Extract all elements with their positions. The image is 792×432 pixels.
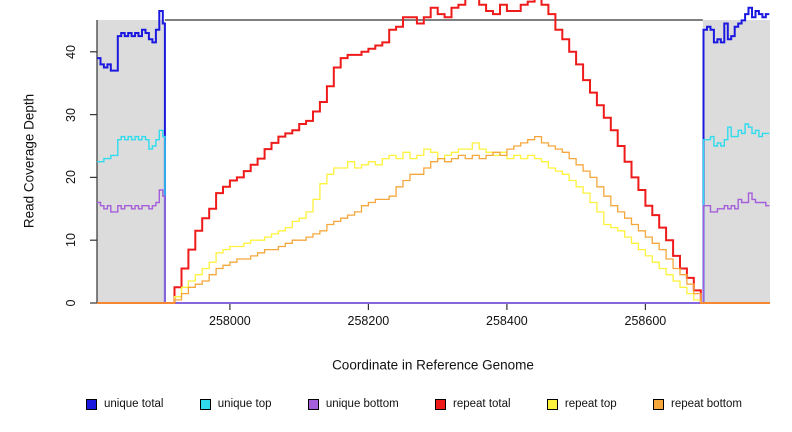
legend-item-unique-top: unique top	[199, 398, 272, 410]
legend-label: unique bottom	[325, 398, 399, 410]
series-line-unique-top	[97, 123, 770, 304]
legend-label: repeat bottom	[670, 398, 742, 410]
legend-swatch-unique-bottom	[307, 398, 319, 410]
legend-swatch-repeat-total	[435, 398, 447, 410]
y-tick-label: 10	[64, 233, 78, 248]
legend-item-unique-bottom: unique bottom	[307, 398, 399, 410]
y-tick-label: 0	[64, 299, 78, 307]
legend: unique total unique top unique bottom re…	[86, 398, 742, 410]
legend-item-repeat-top: repeat top	[546, 398, 617, 410]
legend-swatch-repeat-bottom	[652, 398, 664, 410]
y-tick-label: 40	[64, 44, 78, 59]
series-line-repeat-top	[97, 142, 770, 304]
legend-label: unique total	[104, 398, 164, 410]
series-line-repeat-bottom	[97, 135, 770, 304]
y-axis-title: Read Coverage Depth	[21, 93, 37, 229]
legend-item-repeat-total: repeat total	[435, 398, 511, 410]
legend-swatch-unique-top	[199, 398, 211, 410]
x-axis-title: Coordinate in Reference Genome	[332, 357, 534, 373]
legend-label: unique top	[217, 398, 272, 410]
x-tick-label: 258400	[486, 314, 528, 328]
series-line-unique-bottom	[97, 189, 770, 304]
legend-swatch-repeat-top	[546, 398, 558, 410]
legend-item-repeat-bottom: repeat bottom	[652, 398, 742, 410]
legend-swatch-unique-total	[86, 398, 97, 410]
shaded-region	[702, 20, 770, 303]
x-tick-label: 258200	[347, 314, 390, 328]
shaded-region	[97, 20, 165, 303]
legend-item-unique-total: unique total	[86, 398, 163, 410]
legend-label: repeat total	[453, 398, 511, 410]
y-tick-label: 20	[64, 170, 78, 185]
x-tick-label: 258600	[624, 314, 667, 328]
series-line-repeat-total	[97, 0, 770, 304]
x-tick-label: 258000	[209, 314, 251, 328]
legend-label: repeat top	[564, 398, 617, 410]
y-tick-label: 30	[64, 107, 78, 122]
